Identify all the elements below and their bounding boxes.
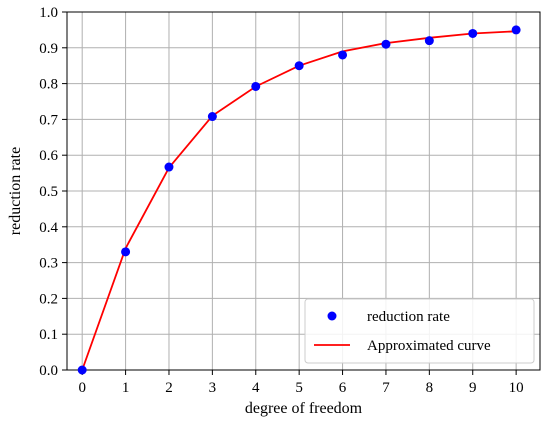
x-tick-label: 1 (122, 380, 130, 396)
y-axis: 0.0 0.1 0.2 0.3 0.4 0.5 0.6 0.7 0.8 0.9 1.0 (39, 5, 67, 379)
data-point (207, 112, 217, 122)
data-point (338, 50, 348, 60)
x-tick-label: 5 (295, 380, 303, 396)
x-tick-label: 3 (209, 380, 217, 396)
data-point (381, 39, 391, 49)
data-point (294, 61, 304, 71)
y-tick-label: 1.0 (39, 5, 58, 21)
data-point (424, 36, 434, 46)
x-tick-label: 2 (165, 380, 173, 396)
y-tick-label: 0.3 (39, 256, 58, 272)
data-point (251, 81, 261, 91)
x-tick-label: 9 (469, 380, 477, 396)
data-point (164, 162, 174, 172)
data-point (511, 25, 521, 35)
data-point (121, 247, 131, 257)
legend-box (304, 298, 535, 364)
reduction-rate-points (77, 25, 521, 375)
y-tick-label: 0.1 (39, 327, 58, 343)
legend: reduction rate Approximated curve (304, 298, 535, 364)
y-tick-label: 0.2 (39, 291, 58, 307)
y-tick-label: 0.6 (39, 148, 58, 164)
y-tick-label: 0.4 (39, 220, 58, 236)
y-tick-label: 0.5 (39, 184, 58, 200)
legend-marker-reduction-rate (327, 311, 337, 321)
x-tick-label: 10 (509, 380, 524, 396)
legend-label-approximated-curve: Approximated curve (367, 338, 491, 354)
y-tick-label: 0.0 (39, 363, 58, 379)
x-tick-label: 0 (78, 380, 86, 396)
x-tick-label: 7 (382, 380, 390, 396)
x-axis-title: degree of freedom (245, 400, 363, 417)
x-tick-label: 8 (426, 380, 434, 396)
x-tick-label: 4 (252, 380, 260, 396)
y-tick-label: 0.9 (39, 41, 58, 57)
y-axis-title: reduction rate (7, 147, 24, 235)
data-point (77, 365, 87, 375)
legend-label-reduction-rate: reduction rate (367, 309, 450, 325)
x-tick-label: 6 (339, 380, 347, 396)
data-point (468, 28, 478, 38)
y-tick-label: 0.8 (39, 77, 58, 93)
y-tick-label: 0.7 (39, 112, 58, 128)
x-axis: 0 1 2 3 4 5 6 7 8 9 10 (78, 370, 524, 396)
